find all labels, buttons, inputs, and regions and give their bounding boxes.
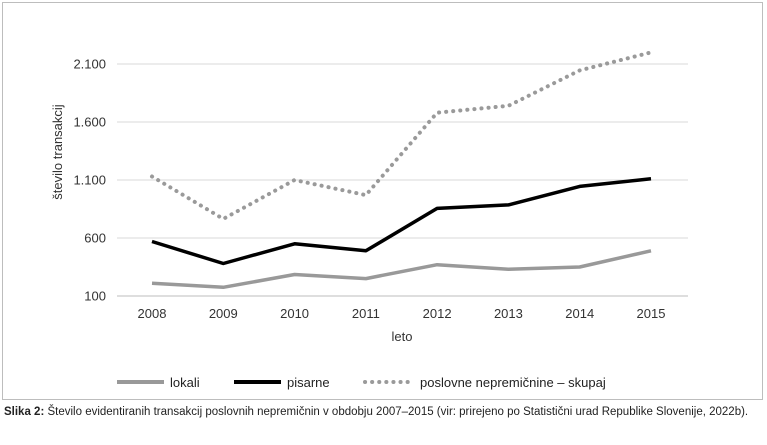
x-tick-label: 2015 — [637, 306, 666, 321]
caption-source: Statistični urad Republike Slovenije — [523, 406, 703, 418]
legend: lokali pisarne poslovne nepremičnine – sku… — [117, 375, 606, 390]
caption-label: Slika 2: — [4, 406, 45, 418]
figure-caption: Slika 2: Število evidentiranih transakci… — [4, 405, 764, 420]
series-line-1 — [151, 249, 652, 290]
y-tick-label: 1.100 — [73, 173, 106, 188]
y-tick-label: 1.600 — [73, 115, 106, 130]
x-tick-label: 2009 — [209, 306, 238, 321]
caption-text: Število evidentiranih transakcij poslovn… — [44, 406, 524, 418]
x-tick-label: 2008 — [138, 306, 167, 321]
x-tick-label: 2012 — [423, 306, 452, 321]
series-lines — [150, 50, 653, 290]
x-tick-label: 2011 — [352, 306, 380, 321]
y-axis-tick-labels: 100 600 1.100 1.600 2.100 — [73, 57, 106, 304]
x-tick-label: 2010 — [280, 306, 309, 321]
y-tick-label: 600 — [84, 231, 106, 246]
x-axis-tick-labels: 2008 2009 2010 2011 2012 2013 2014 2015 — [138, 306, 666, 321]
gridlines — [117, 63, 688, 297]
y-tick-label: 2.100 — [73, 57, 106, 72]
x-tick-label: 2013 — [494, 306, 523, 321]
series-line-2 — [151, 177, 652, 266]
figure-frame — [2, 2, 763, 400]
x-tick-label: 2014 — [565, 306, 594, 321]
caption-text-end: , 2022b). — [702, 406, 749, 418]
legend-label-1: lokali — [170, 375, 200, 390]
x-axis-title: leto — [392, 329, 413, 344]
legend-label-3: poslovne nepremičnine – skupaj — [420, 375, 606, 390]
y-tick-label: 100 — [84, 289, 106, 304]
series-line-3 — [150, 50, 653, 221]
y-axis-title: število transakcij — [50, 104, 65, 199]
legend-label-2: pisarne — [287, 375, 330, 390]
